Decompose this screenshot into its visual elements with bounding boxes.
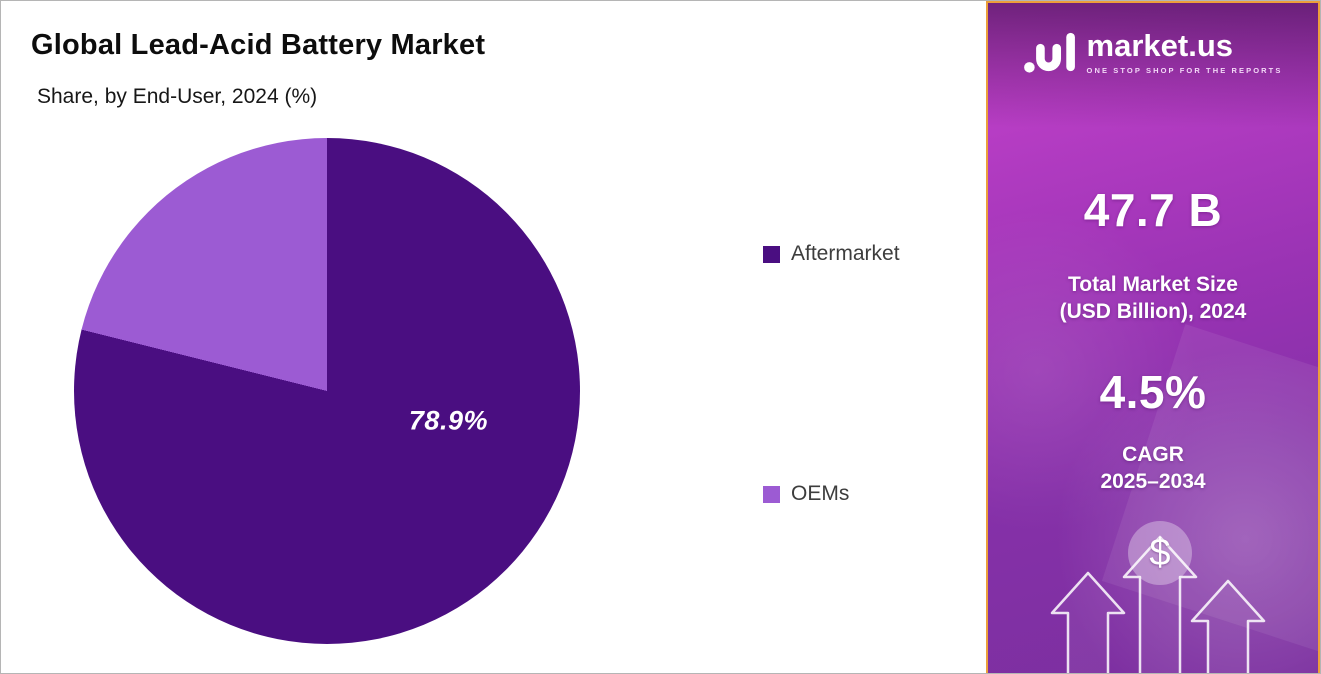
legend-item-oems: OEMs xyxy=(763,482,849,506)
legend-item-aftermarket: Aftermarket xyxy=(763,242,900,266)
chart-area: Global Lead-Acid Battery Market Share, b… xyxy=(1,1,986,673)
marketus-logo-text: market.us xyxy=(1086,27,1233,63)
legend-swatch-aftermarket xyxy=(763,245,780,263)
market-size-value: 47.7 B xyxy=(1083,184,1223,236)
dollar-icon: $ xyxy=(1149,531,1171,574)
brand-sidebar: market.us ONE STOP SHOP FOR THE REPORTS … xyxy=(986,1,1320,673)
marketus-logo-tagline: ONE STOP SHOP FOR THE REPORTS xyxy=(1086,65,1283,75)
chart-subtitle: Share, by End-User, 2024 (%) xyxy=(37,85,318,108)
pie-chart: 78.9% xyxy=(74,138,580,644)
growth-arrows-icon xyxy=(1050,535,1266,673)
chart-title: Global Lead-Acid Battery Market xyxy=(31,29,486,61)
cagr-label-line2: 2025–2034 xyxy=(1100,470,1206,493)
legend-swatch-oems xyxy=(763,485,780,503)
legend-label-oems: OEMs xyxy=(791,482,850,505)
dollar-circle: $ xyxy=(1128,521,1192,585)
marketus-logo-icon xyxy=(1023,29,1076,75)
market-size-label-line1: Total Market Size xyxy=(1068,273,1238,296)
market-size-label-line2: (USD Billion), 2024 xyxy=(1059,300,1247,323)
cagr-value: 4.5% xyxy=(1099,366,1207,418)
marketus-logo: market.us ONE STOP SHOP FOR THE REPORTS xyxy=(988,29,1318,75)
legend-label-aftermarket: Aftermarket xyxy=(791,242,900,265)
pie-slice-label: 78.9% xyxy=(408,405,488,436)
cagr-label-line1: CAGR xyxy=(1122,443,1184,466)
